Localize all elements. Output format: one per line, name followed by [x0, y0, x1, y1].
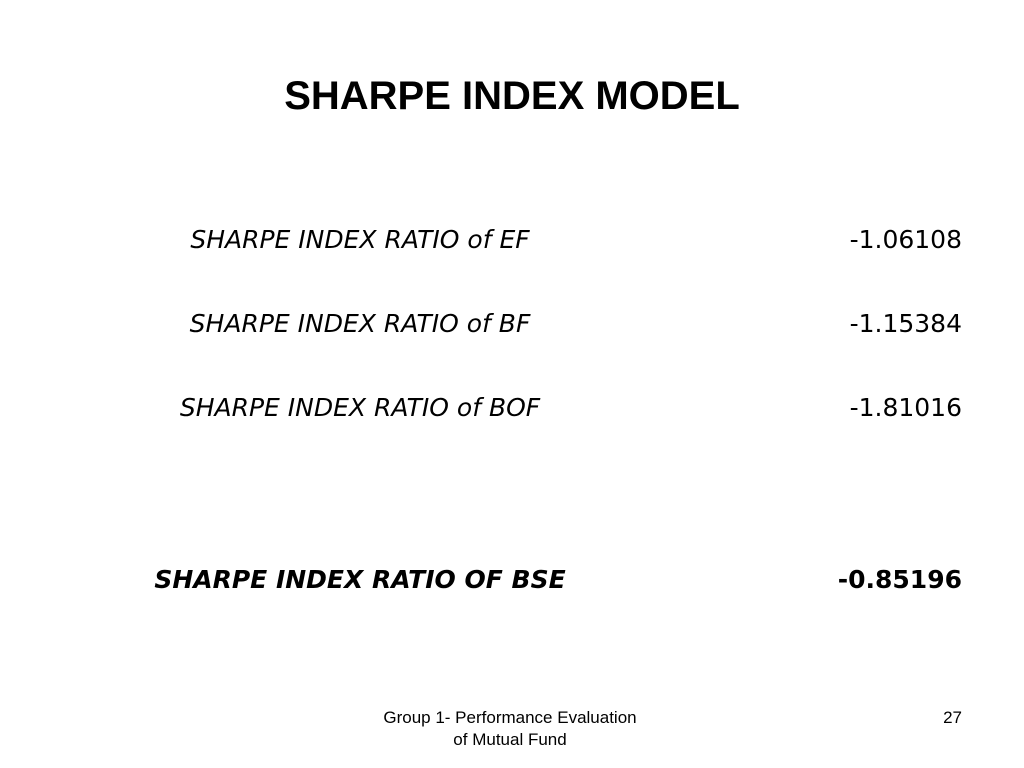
- ratio-label: SHARPE INDEX RATIO of BF: [189, 309, 531, 338]
- page-number: 27: [943, 708, 962, 727]
- ratio-row-bse: SHARPE INDEX RATIO OF BSE -0.85196: [0, 560, 1024, 600]
- slide-title: SHARPE INDEX MODEL: [284, 74, 740, 118]
- ratio-row-bf: SHARPE INDEX RATIO of BF -1.15384: [0, 304, 1024, 344]
- footer-caption: Group 1- Performance Evaluation of Mutua…: [340, 707, 680, 751]
- ratio-label: SHARPE INDEX RATIO of EF: [190, 225, 530, 254]
- ratio-value: -0.85196: [837, 565, 962, 594]
- ratio-label: SHARPE INDEX RATIO of BOF: [179, 393, 541, 422]
- ratio-value: -1.81016: [849, 393, 962, 422]
- ratio-label: SHARPE INDEX RATIO OF BSE: [154, 565, 566, 594]
- ratio-value: -1.15384: [849, 309, 962, 338]
- ratio-row-ef: SHARPE INDEX RATIO of EF -1.06108: [0, 220, 1024, 260]
- ratio-row-bof: SHARPE INDEX RATIO of BOF -1.81016: [0, 388, 1024, 428]
- ratio-value: -1.06108: [849, 225, 962, 254]
- footer-line-1: Group 1- Performance Evaluation: [383, 708, 637, 727]
- footer-line-2: of Mutual Fund: [453, 730, 567, 749]
